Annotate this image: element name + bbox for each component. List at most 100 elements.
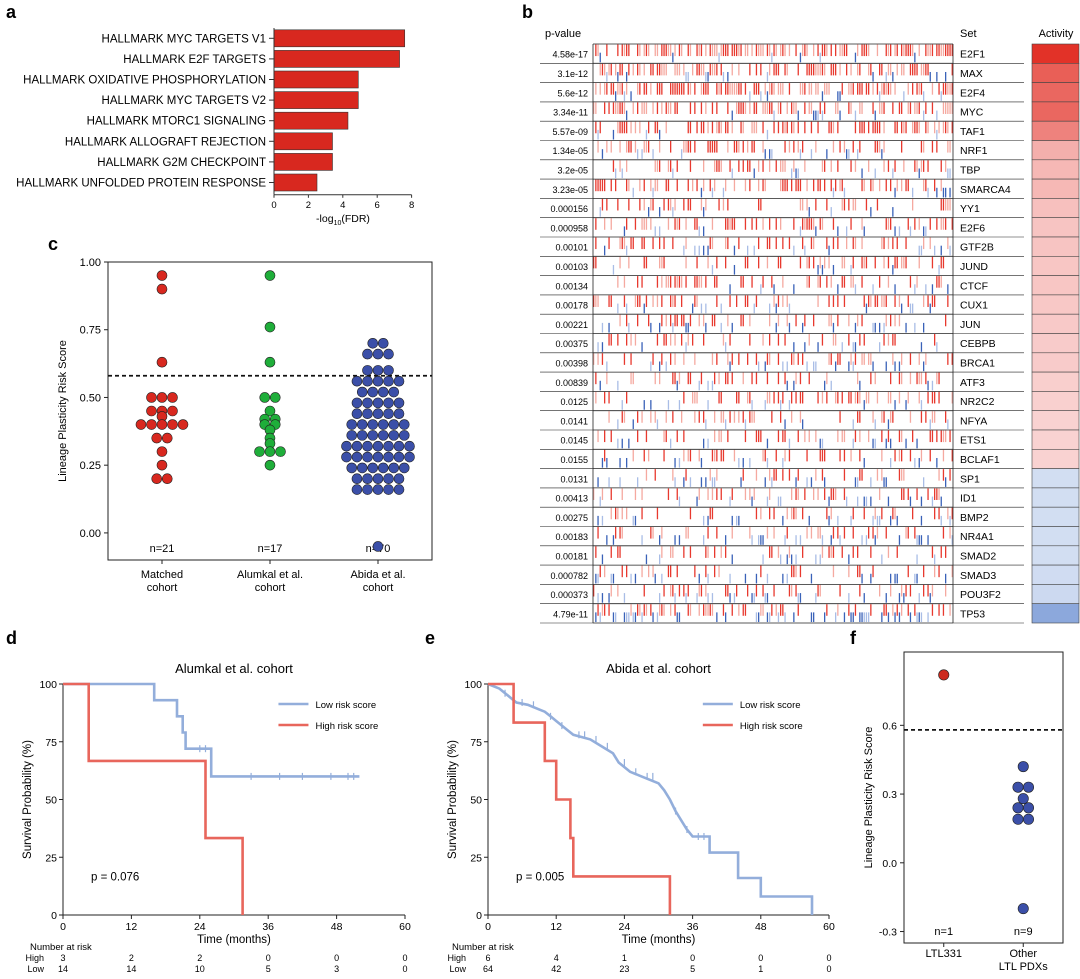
heatmap-stripe	[597, 141, 599, 153]
heatmap-stripe	[782, 361, 784, 372]
heatmap-stripe	[872, 515, 874, 526]
heatmap-stripe	[843, 295, 846, 307]
heatmap-stripe	[670, 295, 672, 307]
heatmap-stripe	[786, 554, 788, 565]
data-point	[356, 462, 368, 474]
heatmap-stripe	[929, 593, 931, 603]
heatmap-stripe	[887, 419, 890, 430]
heatmap-stripe	[711, 593, 714, 603]
heatmap-stripe	[722, 44, 725, 57]
data-point	[156, 283, 168, 295]
group-label: LTL331	[926, 948, 963, 960]
heatmap-stripe	[810, 102, 813, 114]
heatmap-stripe	[714, 179, 716, 192]
row-set-name: CTCF	[960, 280, 988, 292]
heatmap-stripe	[670, 334, 672, 346]
heatmap-stripe	[606, 198, 608, 211]
heatmap-stripe	[945, 102, 947, 114]
heatmap-stripe	[727, 218, 729, 230]
heatmap-stripe	[718, 83, 720, 95]
activity-cell	[1031, 506, 1080, 527]
heatmap-stripe	[729, 334, 731, 346]
heatmap-stripe	[861, 256, 863, 269]
heatmap-stripe	[949, 168, 951, 179]
risk-count: 6	[485, 953, 490, 963]
risk-count: 4	[554, 953, 559, 963]
heatmap-stripe	[707, 527, 709, 539]
heatmap-stripe	[859, 63, 861, 76]
heatmap-stripe	[894, 573, 896, 584]
heatmap-stripe	[795, 179, 797, 192]
heatmap-stripe	[621, 488, 623, 500]
heatmap-stripe	[753, 245, 755, 256]
heatmap-stripe	[652, 237, 654, 250]
data-point	[362, 365, 373, 376]
heatmap-stripe	[687, 71, 689, 82]
heatmap-stripe	[929, 237, 931, 250]
heatmap-stripe	[659, 237, 661, 250]
risk-count: 3	[60, 953, 65, 963]
heatmap-stripe	[670, 604, 672, 616]
heatmap-stripe	[780, 179, 782, 192]
group-label: Abida et al.	[350, 569, 405, 581]
y-tick-label: 0	[476, 910, 482, 922]
heatmap-stripe	[733, 83, 736, 95]
heatmap-stripe	[711, 449, 714, 462]
data-point	[156, 270, 168, 281]
heatmap-stripe	[916, 438, 918, 449]
heatmap-stripe	[854, 237, 857, 250]
bar	[273, 29, 406, 48]
heatmap-stripe	[762, 179, 764, 192]
activity-cell	[1031, 101, 1080, 122]
heatmap-stripe	[773, 584, 775, 597]
heatmap-stripe	[665, 314, 667, 327]
heatmap-stripe	[841, 256, 843, 269]
heatmap-stripe	[907, 83, 909, 95]
heatmap-stripe	[876, 469, 879, 481]
heatmap-stripe	[711, 604, 714, 616]
row-pvalue: 0.0155	[560, 455, 588, 465]
heatmap-stripe	[806, 276, 808, 288]
heatmap-stripe	[670, 102, 672, 114]
heatmap-stripe	[727, 314, 729, 327]
heatmap-stripe	[826, 391, 828, 404]
heatmap-stripe	[650, 400, 652, 410]
heatmap-stripe	[918, 102, 920, 114]
heatmap-stripe	[843, 198, 846, 211]
heatmap-stripe	[791, 565, 793, 578]
heatmap-stripe	[749, 488, 751, 500]
x-tick-label: 36	[687, 921, 699, 933]
heatmap-stripe	[865, 44, 868, 57]
heatmap-stripe	[907, 391, 909, 404]
heatmap-stripe	[810, 63, 813, 76]
heatmap-stripe	[630, 141, 632, 153]
heatmap-stripe	[795, 488, 797, 500]
heatmap-stripe	[894, 187, 896, 198]
heatmap-stripe	[813, 218, 815, 230]
heatmap-stripe	[788, 83, 791, 95]
data-point	[1017, 761, 1029, 773]
heatmap-stripe	[623, 121, 626, 134]
heatmap-stripe	[729, 295, 731, 307]
heatmap-stripe	[733, 411, 736, 423]
heatmap-stripe	[791, 411, 793, 423]
heatmap-stripe	[852, 256, 854, 269]
heatmap-stripe	[661, 256, 663, 269]
heatmap-stripe	[656, 160, 659, 172]
activity-cell	[1031, 255, 1080, 276]
heatmap-stripe	[593, 488, 595, 500]
heatmap-stripe	[678, 63, 681, 76]
risk-count: 64	[483, 964, 493, 974]
data-point	[383, 348, 394, 360]
heatmap-stripe	[797, 488, 799, 500]
heatmap-stripe	[819, 179, 821, 192]
heatmap-stripe	[892, 604, 894, 616]
heatmap-stripe	[733, 245, 736, 256]
heatmap-stripe	[707, 438, 709, 449]
heatmap-stripe	[914, 63, 916, 76]
heatmap-stripe	[843, 141, 846, 153]
heatmap-stripe	[663, 256, 665, 269]
heatmap-stripe	[804, 83, 806, 95]
heatmap-stripe	[696, 496, 698, 507]
